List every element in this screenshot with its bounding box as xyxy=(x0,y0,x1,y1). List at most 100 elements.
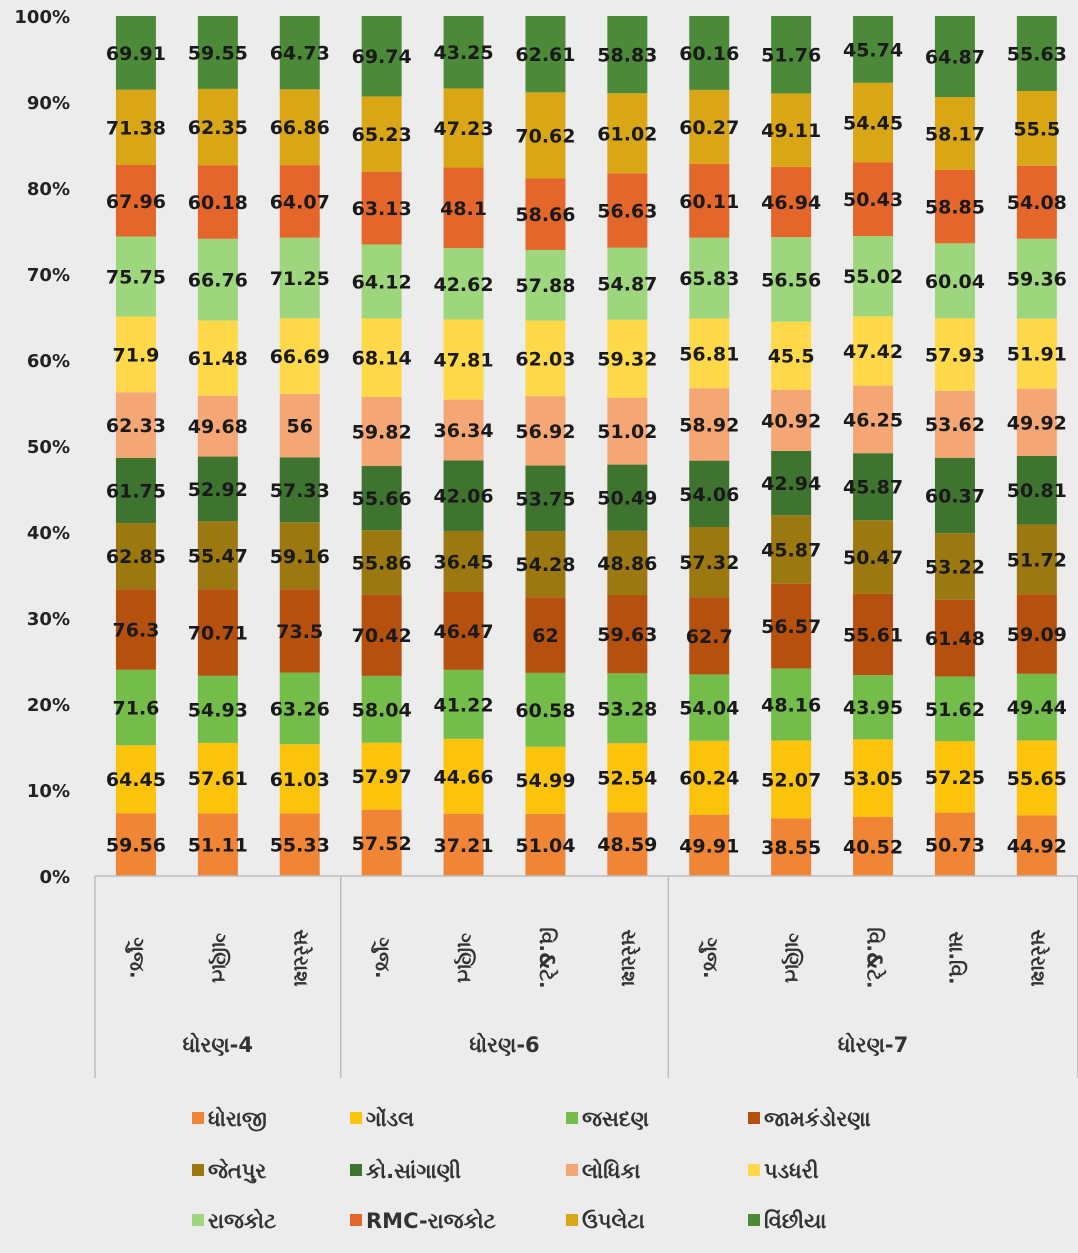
category-label: ગુજ. xyxy=(698,937,722,978)
bar-segment xyxy=(279,89,320,166)
bar-segment xyxy=(525,672,566,747)
category-label: ગુજ. xyxy=(125,937,149,978)
data-label: 48.59 xyxy=(597,834,657,856)
bar-segment xyxy=(689,318,730,389)
data-label: 61.03 xyxy=(270,769,330,791)
data-label: 46.25 xyxy=(843,409,903,431)
bar-segment xyxy=(443,88,484,168)
data-label: 59.09 xyxy=(1007,624,1067,646)
legend-swatch xyxy=(192,1164,204,1176)
data-label: 59.82 xyxy=(352,422,412,444)
data-label: 42.94 xyxy=(761,473,821,495)
bar-segment xyxy=(525,249,566,321)
bar-segment xyxy=(934,599,975,677)
bar-segment xyxy=(443,319,484,400)
data-label: 36.45 xyxy=(433,551,493,573)
bar-segment xyxy=(934,16,975,98)
bar-segment xyxy=(934,390,975,458)
bar-segment xyxy=(197,521,238,590)
bar-segment xyxy=(197,456,238,522)
bar-segment xyxy=(771,389,812,451)
data-label: 57.32 xyxy=(679,552,739,574)
legend-label: પડધરી xyxy=(764,1159,819,1183)
data-label: 58.66 xyxy=(515,204,575,226)
bar-segment xyxy=(771,818,812,876)
bar-segment xyxy=(361,318,402,398)
bar-segment xyxy=(197,675,238,743)
bar-segment xyxy=(934,97,975,170)
bar-segment xyxy=(197,589,238,676)
bar-segment xyxy=(443,530,484,592)
bar-segment xyxy=(853,675,894,740)
category-label: ગુજ. xyxy=(371,937,395,978)
legend-swatch xyxy=(566,1112,578,1124)
category-label: સરેરાશ xyxy=(617,929,641,986)
bar-segment xyxy=(1016,238,1057,319)
bar-segment xyxy=(689,388,730,461)
data-label: 56.56 xyxy=(761,269,821,291)
data-label: 54.45 xyxy=(843,113,903,135)
bar-segment xyxy=(197,88,238,166)
bar-segment xyxy=(689,814,730,876)
data-label: 50.43 xyxy=(843,189,903,211)
legend-label: ધોરાજી xyxy=(208,1106,267,1132)
data-label: 61.75 xyxy=(106,481,166,503)
bar-segment xyxy=(115,813,156,876)
bar-segment xyxy=(115,236,156,317)
data-labels: 59.56 64.45 71.6 76.3 62.85 61.75 62.33 71.9 75.… xyxy=(106,39,1067,859)
data-label: 60.11 xyxy=(679,191,739,213)
y-tick-label: 90% xyxy=(27,93,70,114)
bar-segment xyxy=(607,812,648,876)
bar-segment xyxy=(607,173,648,248)
data-label: 57.25 xyxy=(925,767,985,789)
data-label: 54.99 xyxy=(515,770,575,792)
data-label: 69.91 xyxy=(106,43,166,65)
data-label: 47.42 xyxy=(843,341,903,363)
data-label: 48.1 xyxy=(440,198,487,220)
data-label: 71.38 xyxy=(106,117,166,139)
bar-segment xyxy=(361,171,402,245)
data-label: 57.52 xyxy=(352,833,412,855)
bar-segment xyxy=(361,530,402,595)
bar-segment xyxy=(443,399,484,461)
data-label: 50.47 xyxy=(843,547,903,569)
bar-segment xyxy=(934,457,975,534)
legend-label: ગોંડલ xyxy=(366,1106,414,1131)
y-axis: 0% 10% 20% 30% 40% 50% 60% 70% 80% 90% 100% xyxy=(14,7,70,888)
bar-segment xyxy=(689,89,730,164)
bar-segment xyxy=(279,16,320,90)
data-label: 71.6 xyxy=(113,698,160,720)
bar-segment xyxy=(525,597,566,673)
legend-label: જેતપુર xyxy=(208,1158,266,1185)
category-label: ગણિત xyxy=(453,933,477,983)
bar-segment xyxy=(115,523,156,590)
bar-segment xyxy=(689,237,730,319)
data-label: 70.62 xyxy=(515,125,575,147)
bar-segment xyxy=(525,16,566,93)
bar-segment xyxy=(197,395,238,457)
data-label: 52.92 xyxy=(188,479,248,501)
data-label: 53.05 xyxy=(843,768,903,790)
category-label: સા.વિ. xyxy=(944,931,968,984)
x-axis: ગુજ. ગણિત સરેરાશ ધોરણ-4 ગુજ. ગણિત વિ.&ટે. સરેરા… xyxy=(94,875,1078,1078)
bar-segment xyxy=(279,522,320,590)
group-label: ધોરણ-7 xyxy=(838,1032,908,1057)
bar-segment xyxy=(607,319,648,398)
data-label: 71.25 xyxy=(270,268,330,290)
data-label: 45.87 xyxy=(761,539,821,561)
data-label: 69.74 xyxy=(352,46,412,68)
data-label: 59.32 xyxy=(597,349,657,371)
data-label: 58.17 xyxy=(925,123,985,145)
legend-swatch xyxy=(566,1214,578,1226)
data-label: 58.83 xyxy=(597,45,657,67)
bar-segment xyxy=(1016,594,1057,674)
bar-segment xyxy=(443,16,484,89)
bar-segment xyxy=(115,457,156,524)
data-label: 46.94 xyxy=(761,192,821,214)
data-label: 54.08 xyxy=(1007,192,1067,214)
legend-swatch xyxy=(748,1214,760,1226)
bar-segment xyxy=(853,520,894,594)
bar-segment xyxy=(771,16,812,94)
bar-segment xyxy=(1016,673,1057,741)
data-label: 38.55 xyxy=(761,837,821,859)
